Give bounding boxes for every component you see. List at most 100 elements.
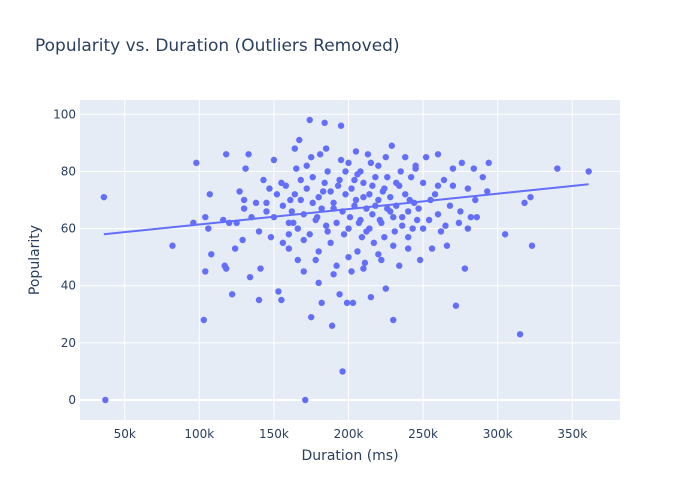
data-point <box>322 222 330 229</box>
data-point <box>275 288 282 295</box>
data-point <box>390 213 397 221</box>
data-point <box>442 222 449 229</box>
y-tick-label: 20 <box>61 336 76 350</box>
data-point <box>303 162 310 169</box>
data-point <box>285 245 293 252</box>
plot-area <box>80 100 620 420</box>
data-point <box>294 225 301 232</box>
data-point <box>315 279 322 287</box>
x-tick-label: 150k <box>259 427 289 441</box>
data-point <box>231 245 239 252</box>
data-point <box>396 182 403 189</box>
data-point <box>285 231 293 238</box>
data-point <box>222 265 230 272</box>
data-point <box>297 176 304 184</box>
data-point <box>290 219 297 227</box>
data-point <box>479 173 486 181</box>
data-point <box>308 313 315 321</box>
data-point <box>351 202 358 209</box>
data-point <box>318 299 325 307</box>
data-point <box>352 148 360 155</box>
data-point <box>528 242 536 249</box>
data-point <box>315 193 322 201</box>
data-point <box>190 219 197 227</box>
data-point <box>266 185 273 192</box>
data-point <box>200 316 208 324</box>
trendline <box>103 183 589 236</box>
data-point <box>367 159 375 167</box>
data-point <box>404 233 412 241</box>
data-point <box>333 262 340 269</box>
data-point <box>419 179 427 187</box>
data-point <box>484 188 491 195</box>
data-point <box>246 273 254 281</box>
data-point <box>345 159 352 167</box>
data-point <box>328 322 336 329</box>
data-point <box>294 256 301 264</box>
data-point <box>372 173 379 181</box>
data-point <box>443 242 451 249</box>
data-point <box>349 299 357 307</box>
data-point <box>270 156 278 164</box>
x-tick-label: 350k <box>557 427 587 441</box>
data-point <box>401 153 409 161</box>
data-point <box>336 291 343 298</box>
x-tick-label: 200k <box>334 427 364 441</box>
data-point <box>288 208 296 215</box>
data-point <box>316 151 324 158</box>
data-point <box>291 191 299 198</box>
x-axis-ticks: 50k 100k 150k 200k 250k 300k 350k <box>114 427 588 441</box>
data-point <box>472 196 479 204</box>
data-point <box>391 228 398 235</box>
y-tick-label: 0 <box>68 393 76 407</box>
data-point <box>367 293 375 301</box>
data-point <box>239 236 246 244</box>
data-point <box>415 205 422 212</box>
data-point <box>225 219 233 227</box>
data-point <box>427 196 434 204</box>
data-point <box>245 151 252 158</box>
data-point <box>337 122 345 129</box>
data-point <box>343 299 351 307</box>
data-point <box>348 185 355 192</box>
data-point <box>437 228 445 235</box>
x-axis-title: Duration (ms) <box>301 448 398 464</box>
data-point <box>404 208 412 215</box>
data-point <box>369 182 376 189</box>
data-point <box>102 396 109 404</box>
data-point <box>412 162 419 169</box>
data-point <box>345 253 352 261</box>
chart-title: Popularity vs. Duration (Outliers Remove… <box>35 36 400 56</box>
data-point <box>300 268 307 275</box>
data-point <box>309 199 316 207</box>
data-point <box>485 159 492 167</box>
data-point <box>366 191 373 198</box>
data-point <box>291 145 299 152</box>
data-point <box>361 259 369 267</box>
data-point <box>358 233 366 241</box>
data-point <box>279 239 287 247</box>
data-point <box>375 196 382 204</box>
data-point <box>422 153 430 161</box>
data-point <box>300 211 307 218</box>
data-point <box>351 176 358 184</box>
data-point <box>434 211 442 218</box>
data-point <box>202 268 209 275</box>
x-tick-label: 300k <box>483 427 513 441</box>
data-point <box>473 213 480 221</box>
data-point <box>342 168 349 175</box>
data-point <box>440 176 448 184</box>
data-point <box>464 225 472 232</box>
data-point <box>228 291 236 298</box>
data-point <box>206 191 213 198</box>
data-point <box>360 265 367 272</box>
data-point <box>233 219 240 227</box>
data-point <box>455 219 463 227</box>
data-point <box>434 182 442 189</box>
data-point <box>309 173 316 181</box>
data-point <box>308 153 315 161</box>
data-point <box>419 225 427 232</box>
data-point <box>248 213 255 221</box>
data-point <box>255 296 263 304</box>
